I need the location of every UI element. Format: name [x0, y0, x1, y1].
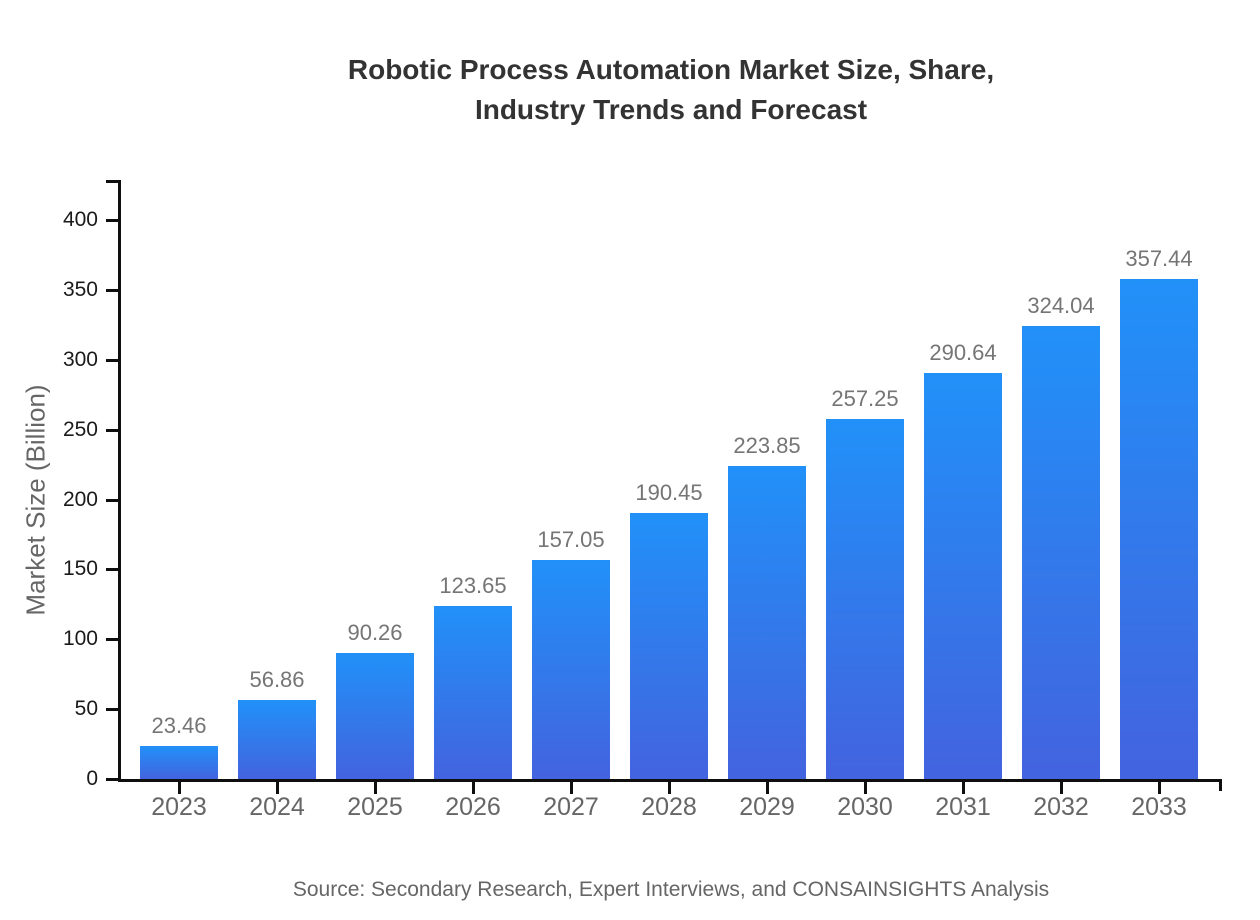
bar — [140, 746, 218, 779]
y-tick-label: 150 — [62, 557, 98, 580]
x-tick — [178, 782, 181, 794]
bar — [434, 606, 512, 779]
bar-value-label: 290.64 — [929, 340, 997, 365]
y-tick-label: 400 — [62, 208, 98, 231]
x-tick — [864, 782, 867, 794]
x-tick-label: 2024 — [249, 793, 305, 821]
bar — [826, 419, 904, 779]
x-tick — [374, 782, 377, 794]
x-tick — [766, 782, 769, 794]
y-tick-label: 0 — [86, 767, 98, 790]
bar-value-label: 190.45 — [635, 480, 703, 505]
y-tick-label: 300 — [62, 348, 98, 371]
y-tick-label: 350 — [62, 278, 98, 301]
chart-title-line2: Industry Trends and Forecast — [474, 94, 868, 125]
bar-value-label: 23.46 — [151, 713, 207, 738]
y-tick — [106, 499, 119, 502]
x-tick-label: 2033 — [1131, 793, 1187, 821]
bar — [336, 653, 414, 779]
chart-title-line1: Robotic Process Automation Market Size, … — [347, 54, 995, 85]
bar — [630, 513, 708, 779]
x-tick-label: 2026 — [445, 793, 501, 821]
x-tick-label: 2032 — [1033, 793, 1089, 821]
bar — [1022, 326, 1100, 779]
x-axis-line — [118, 779, 1222, 782]
y-tick — [106, 359, 119, 362]
bar — [924, 373, 1002, 779]
y-tick — [106, 289, 119, 292]
y-tick — [106, 638, 119, 641]
bar-value-label: 157.05 — [537, 527, 605, 552]
bar-value-label: 357.44 — [1125, 246, 1193, 271]
x-tick — [570, 782, 573, 794]
bar-value-label: 90.26 — [347, 620, 403, 645]
y-tick — [106, 708, 119, 711]
bar-value-label: 257.25 — [831, 386, 899, 411]
y-axis-line — [118, 180, 121, 782]
y-tick — [106, 568, 119, 571]
x-axis-end-cap — [1219, 779, 1222, 791]
bar — [532, 560, 610, 779]
x-tick-label: 2025 — [347, 793, 403, 821]
y-tick — [106, 778, 119, 781]
x-tick — [1060, 782, 1063, 794]
x-tick — [668, 782, 671, 794]
y-tick-label: 100 — [62, 627, 98, 650]
x-tick — [276, 782, 279, 794]
bar — [1120, 279, 1198, 779]
y-tick — [106, 429, 119, 432]
source-text: Source: Secondary Research, Expert Inter… — [292, 878, 1050, 901]
y-tick-label: 50 — [74, 697, 98, 720]
x-tick-label: 2029 — [739, 793, 795, 821]
x-tick — [962, 782, 965, 794]
x-tick — [472, 782, 475, 794]
y-tick — [106, 219, 119, 222]
x-tick-label: 2030 — [837, 793, 893, 821]
y-tick-label: 250 — [62, 418, 98, 441]
x-tick-label: 2023 — [151, 793, 207, 821]
chart-title: Robotic Process Automation Market Size, … — [80, 50, 1260, 130]
x-tick-label: 2028 — [641, 793, 697, 821]
bar-value-label: 123.65 — [439, 573, 507, 598]
bar-value-label: 223.85 — [733, 433, 801, 458]
y-axis-end-cap — [106, 180, 118, 183]
x-tick-label: 2027 — [543, 793, 599, 821]
x-tick — [1158, 782, 1161, 794]
bar-value-label: 324.04 — [1027, 293, 1095, 318]
x-tick-label: 2031 — [935, 793, 991, 821]
y-tick-label: 200 — [62, 488, 98, 511]
bar — [238, 700, 316, 779]
bar-value-label: 56.86 — [249, 667, 305, 692]
bar — [728, 466, 806, 779]
